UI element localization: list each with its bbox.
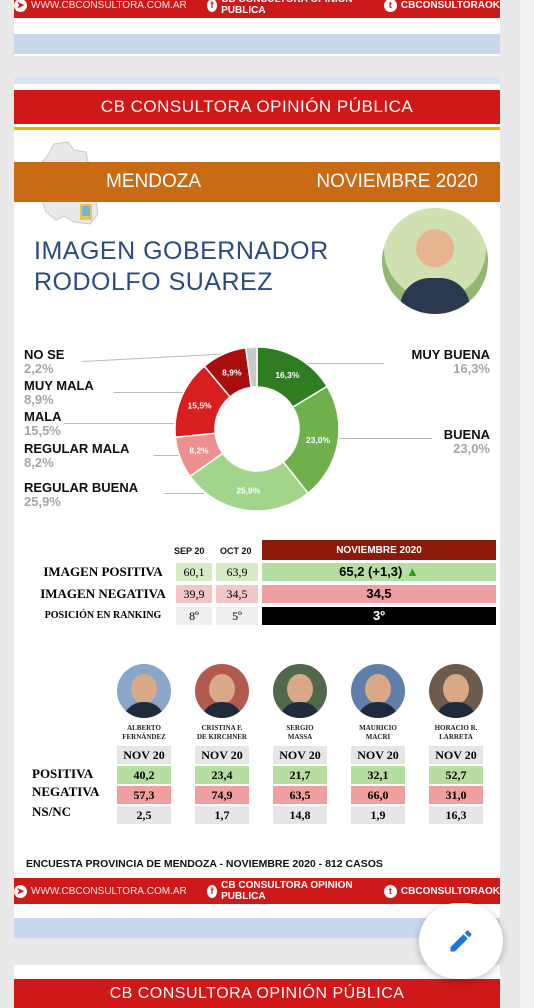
province-bar: MENDOZA NOVIEMBRE 2020 xyxy=(14,162,500,202)
legend-mala: MALA 15,5% xyxy=(24,409,62,438)
footer-social-bar: ➤ WWW.CBCONSULTORA.COM.AR fCB CONSULTORA … xyxy=(14,0,500,18)
candidate-positiva: 40,2 xyxy=(117,766,171,784)
donut-label-5: 8,9% xyxy=(222,367,242,377)
blue-strip xyxy=(14,34,500,54)
candidate-photo xyxy=(273,664,327,718)
period-text: NOVIEMBRE 2020 xyxy=(316,171,478,192)
candidate-photo xyxy=(351,664,405,718)
candidate-photo xyxy=(117,664,171,718)
row-imagen-positiva: IMAGEN POSITIVA 60,1 63,9 65,2 (+1,3) ▲ xyxy=(14,562,500,582)
pencil-icon xyxy=(450,930,472,952)
candidate-negativa: 57,3 xyxy=(117,786,171,804)
candidate-name: ALBERTO FERNÁNDEZ xyxy=(122,724,166,741)
row-imagen-negativa: IMAGEN NEGATIVA 39,9 34,5 34,5 xyxy=(14,584,500,604)
next-post-card[interactable]: CB CONSULTORA OPINIÓN PÚBLICA xyxy=(14,965,500,1008)
candidate-positiva: 23,4 xyxy=(195,766,249,784)
donut-label-3: 8,2% xyxy=(189,446,209,456)
facebook-icon: f xyxy=(206,0,218,12)
candidate-nsnc: 2,5 xyxy=(117,806,171,824)
candidate-period: NOV 20 xyxy=(117,746,171,764)
candidate-nsnc: 1,9 xyxy=(351,806,405,824)
donut-label-0: 16,3% xyxy=(275,370,300,380)
candidate-name: SERGIO MASSA xyxy=(286,724,314,741)
candidate-name: HORACIO R. LARRETA xyxy=(434,724,478,741)
candidate-nsnc: 1,7 xyxy=(195,806,249,824)
candidate-positiva: 52,7 xyxy=(429,766,483,784)
candidate-period: NOV 20 xyxy=(429,746,483,764)
row-label-negativa: NEGATIVA xyxy=(32,784,100,799)
legend-regular-buena: REGULAR BUENA 25,9% xyxy=(24,480,139,509)
candidate-positiva: 32,1 xyxy=(351,766,405,784)
donut-chart: 16,3% 23,0% 25,9% 8,2% 15,5% 8,9% xyxy=(174,346,340,512)
col-sep-header: SEP 20 xyxy=(174,546,205,556)
governor-photo xyxy=(382,208,488,314)
title-line-2: RODOLFO SUAREZ xyxy=(34,268,273,296)
candidate-period: NOV 20 xyxy=(351,746,405,764)
website-text: WWW.CBCONSULTORA.COM.AR xyxy=(31,0,187,11)
donut-label-4: 15,5% xyxy=(188,401,213,411)
province-name: MENDOZA xyxy=(106,171,201,192)
donut-label-2: 25,9% xyxy=(236,485,261,495)
col-nov-header: NOVIEMBRE 2020 xyxy=(262,540,496,560)
survey-image-card[interactable]: CB CONSULTORA OPINIÓN PÚBLICA MENDOZA NO… xyxy=(14,78,500,938)
candidate-photo xyxy=(195,664,249,718)
candidate-name: MAURICIO MACRI xyxy=(359,724,397,741)
facebook-text: CB CONSULTORA OPINION PUBLICA xyxy=(221,0,352,16)
candidate-0: ALBERTO FERNÁNDEZ NOV 20 40,2 57,3 2,5 xyxy=(114,664,174,824)
donut-label-1: 23,0% xyxy=(306,435,331,445)
blue-strip xyxy=(14,918,500,938)
candidate-2: SERGIO MASSA NOV 20 21,7 63,5 14,8 xyxy=(270,664,330,824)
candidate-period: NOV 20 xyxy=(273,746,327,764)
cursor-icon: ➤ xyxy=(14,0,27,12)
twitter-text: CBCONSULTORAOK xyxy=(400,0,500,11)
candidate-3: MAURICIO MACRI NOV 20 32,1 66,0 1,9 xyxy=(348,664,408,824)
arrow-up-icon: ▲ xyxy=(406,564,419,579)
next-brand-header: CB CONSULTORA OPINIÓN PÚBLICA xyxy=(14,979,500,1008)
candidate-name: CRISTINA F. DE KIRCHNER xyxy=(197,724,247,741)
legend-muy-buena: MUY BUENA 16,3% xyxy=(411,347,491,376)
survey-note: ENCUESTA PROVINCIA DE MENDOZA - NOVIEMBR… xyxy=(26,858,383,870)
twitter-icon: t xyxy=(383,0,397,12)
facebook-icon: f xyxy=(206,884,218,898)
legend-muy-mala: MUY MALA 8,9% xyxy=(24,378,94,407)
scrollbar[interactable] xyxy=(520,0,534,1008)
candidate-4: HORACIO R. LARRETA NOV 20 52,7 31,0 16,3 xyxy=(426,664,486,824)
candidate-photo xyxy=(429,664,483,718)
candidate-negativa: 63,5 xyxy=(273,786,327,804)
col-oct-header: OCT 20 xyxy=(220,546,252,556)
candidate-positiva: 21,7 xyxy=(273,766,327,784)
chart-title: IMAGEN GOBERNADOR RODOLFO SUAREZ xyxy=(34,236,329,298)
edit-button[interactable] xyxy=(419,903,503,979)
candidate-negativa: 74,9 xyxy=(195,786,249,804)
legend-regular-mala: REGULAR MALA 8,2% xyxy=(24,441,130,470)
previous-post-card: ➤ WWW.CBCONSULTORA.COM.AR fCB CONSULTORA … xyxy=(14,0,500,56)
title-line-1: IMAGEN GOBERNADOR xyxy=(34,237,329,265)
row-label-positiva: POSITIVA xyxy=(32,766,94,781)
donut-slice-2 xyxy=(189,452,310,512)
legend-buena: BUENA 23,0% xyxy=(443,427,490,456)
twitter-icon: t xyxy=(383,884,397,898)
candidate-negativa: 66,0 xyxy=(351,786,405,804)
cursor-icon: ➤ xyxy=(14,884,27,898)
candidate-1: CRISTINA F. DE KIRCHNER NOV 20 23,4 74,9 1,7 xyxy=(192,664,252,824)
candidate-period: NOV 20 xyxy=(195,746,249,764)
donut-slice-6 xyxy=(244,346,258,389)
brand-header: CB CONSULTORA OPINIÓN PÚBLICA xyxy=(14,90,500,130)
candidate-nsnc: 14,8 xyxy=(273,806,327,824)
row-label-nsnc: NS/NC xyxy=(32,804,72,819)
candidate-nsnc: 16,3 xyxy=(429,806,483,824)
legend-no-se: NO SE 2,2% xyxy=(24,347,65,376)
candidate-negativa: 31,0 xyxy=(429,786,483,804)
row-ranking: POSICIÓN EN RANKING 8º 5º 3º xyxy=(14,606,500,626)
